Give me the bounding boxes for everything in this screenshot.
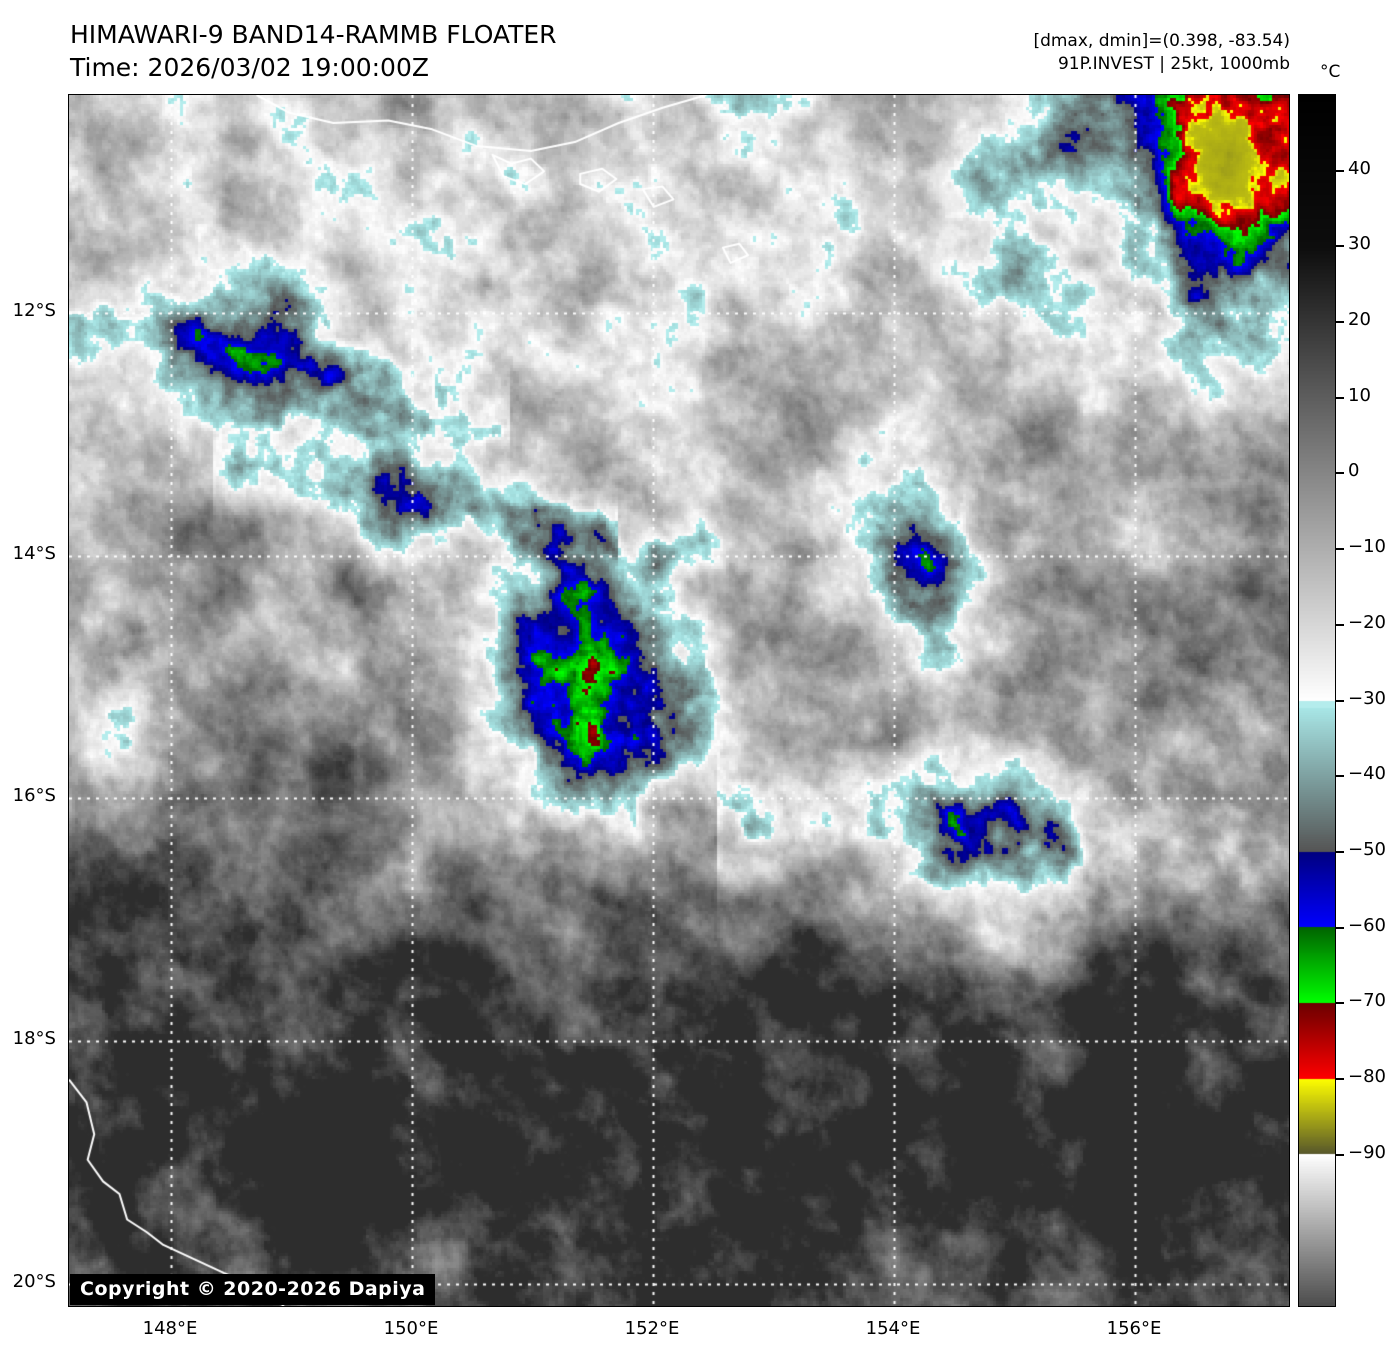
lon-tick-label: 150°E bbox=[383, 1318, 439, 1339]
lat-tick-label: 20°S bbox=[12, 1271, 56, 1292]
title-block: HIMAWARI-9 BAND14-RAMMB FLOATER Time: 20… bbox=[70, 18, 557, 84]
colorbar-tick-mark bbox=[1336, 397, 1344, 399]
colorbar-tick-label: −20 bbox=[1348, 612, 1386, 633]
colorbar-tick-mark bbox=[1336, 170, 1344, 172]
colorbar-tick-label: −70 bbox=[1348, 990, 1386, 1011]
colorbar-tick-label: −40 bbox=[1348, 763, 1386, 784]
storm-info-label: 91P.INVEST | 25kt, 1000mb bbox=[1057, 54, 1290, 74]
colorbar-tick-mark bbox=[1336, 245, 1344, 247]
colorbar-tick-mark bbox=[1336, 1154, 1344, 1156]
lat-tick-label: 18°S bbox=[12, 1028, 56, 1049]
lon-tick-label: 156°E bbox=[1106, 1318, 1162, 1339]
colorbar-tick-mark bbox=[1336, 472, 1344, 474]
colorbar-tick-label: −30 bbox=[1348, 688, 1386, 709]
colorbar-gradient bbox=[1299, 95, 1335, 1306]
lat-tick-label: 16°S bbox=[12, 785, 56, 806]
lon-tick-label: 154°E bbox=[865, 1318, 921, 1339]
lat-tick-label: 14°S bbox=[12, 543, 56, 564]
colorbar-tick-label: −60 bbox=[1348, 915, 1386, 936]
colorbar-tick-mark bbox=[1336, 1002, 1344, 1004]
colorbar-tick-mark bbox=[1336, 700, 1344, 702]
colorbar-tick-label: 40 bbox=[1348, 158, 1371, 179]
colorbar-tick-label: −50 bbox=[1348, 839, 1386, 860]
colorbar-tick-label: 20 bbox=[1348, 309, 1371, 330]
metadata-block: [dmax, dmin]=(0.398, -83.54) 91P.INVEST … bbox=[1033, 30, 1290, 76]
colorbar-tick-label: −90 bbox=[1348, 1142, 1386, 1163]
lon-tick-label: 148°E bbox=[142, 1318, 198, 1339]
copyright-banner: Copyright © 2020-2026 Dapiya bbox=[70, 1274, 436, 1305]
colorbar-tick-label: −80 bbox=[1348, 1066, 1386, 1087]
colorbar-tick-mark bbox=[1336, 851, 1344, 853]
colorbar-tick-mark bbox=[1336, 775, 1344, 777]
lat-tick-label: 12°S bbox=[12, 300, 56, 321]
colorbar-tick-mark bbox=[1336, 321, 1344, 323]
colorbar-tick-label: 10 bbox=[1348, 385, 1371, 406]
temperature-colorbar bbox=[1298, 94, 1336, 1307]
satellite-image-plot[interactable]: Copyright © 2020-2026 Dapiya bbox=[68, 94, 1290, 1307]
colorbar-tick-label: 30 bbox=[1348, 233, 1371, 254]
colorbar-tick-mark bbox=[1336, 624, 1344, 626]
colorbar-tick-label: 0 bbox=[1348, 460, 1360, 481]
colorbar-unit-label: °C bbox=[1320, 62, 1341, 82]
colorbar-tick-mark bbox=[1336, 548, 1344, 550]
colorbar-tick-mark bbox=[1336, 927, 1344, 929]
lon-tick-label: 152°E bbox=[624, 1318, 680, 1339]
page-title: HIMAWARI-9 BAND14-RAMMB FLOATER bbox=[70, 20, 557, 49]
dminmax-label: [dmax, dmin]=(0.398, -83.54) bbox=[1033, 31, 1290, 51]
timestamp-label: Time: 2026/03/02 19:00:00Z bbox=[70, 53, 429, 82]
colorbar-tick-mark bbox=[1336, 1078, 1344, 1080]
gridline-coastline-overlay bbox=[69, 95, 1289, 1306]
colorbar-tick-label: −10 bbox=[1348, 536, 1386, 557]
